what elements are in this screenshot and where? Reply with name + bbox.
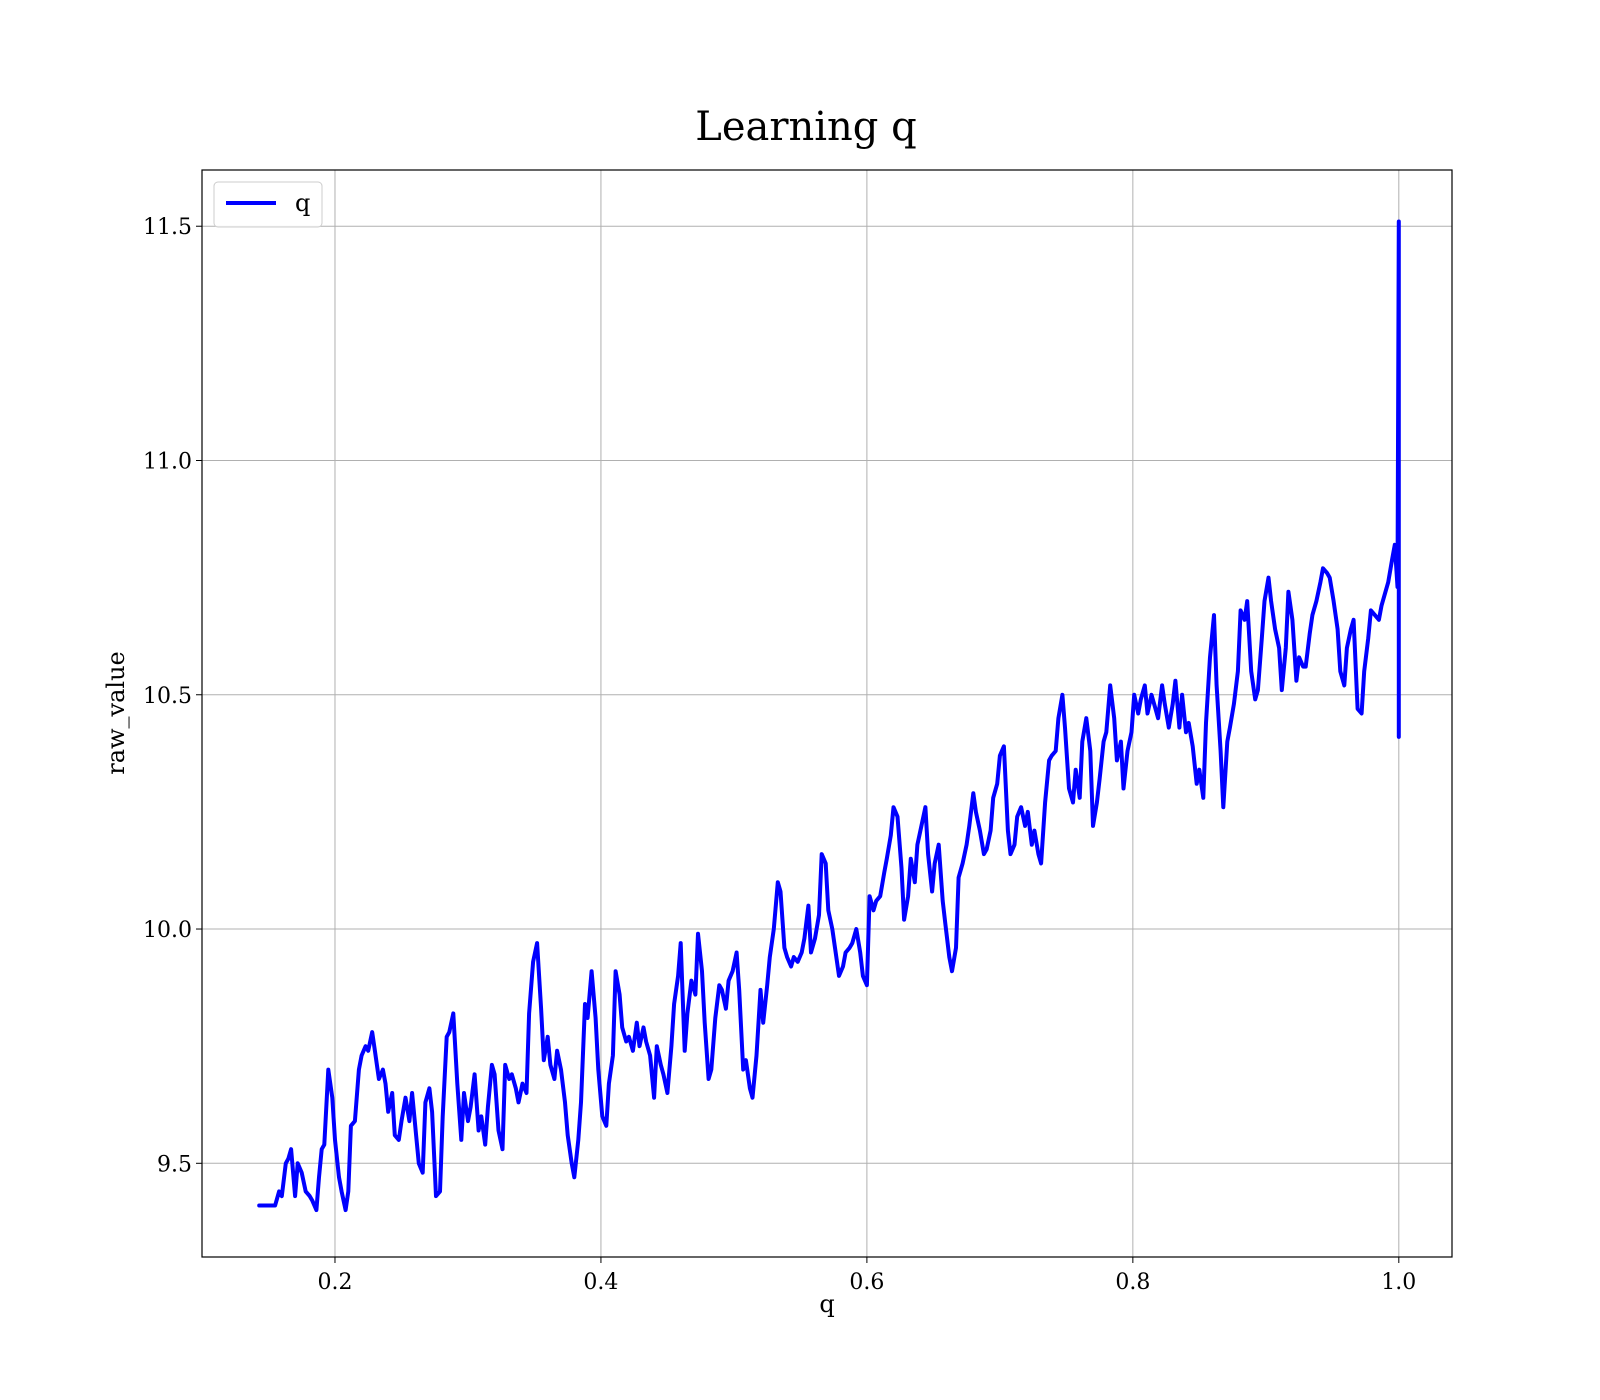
axis-ticks: 0.2 0.4 0.6 0.8 1.0 9.5 10.0 10.5 11.0 11.5 — [143, 215, 1416, 1295]
legend-label-q: q — [295, 189, 310, 217]
chart-title: Learning q — [695, 104, 916, 150]
x-tick-label: 0.4 — [583, 1270, 618, 1295]
series-line-q — [257, 219, 1401, 1213]
x-tick-label: 1.0 — [1381, 1270, 1416, 1295]
x-axis-label: q — [819, 1290, 834, 1318]
y-axis-label: raw_value — [102, 651, 130, 775]
legend: q — [213, 181, 323, 228]
x-tick-label: 0.6 — [849, 1270, 884, 1295]
plot-area-frame — [201, 169, 1453, 1258]
series-layer — [257, 219, 1401, 1213]
grid — [202, 170, 1452, 1257]
x-tick-label: 0.2 — [317, 1270, 352, 1295]
y-tick-label: 10.5 — [143, 684, 192, 709]
y-tick-label: 11.5 — [143, 215, 192, 240]
x-tick-label: 0.8 — [1115, 1270, 1150, 1295]
y-tick-label: 11.0 — [143, 449, 192, 474]
y-tick-label: 9.5 — [157, 1152, 192, 1177]
y-tick-label: 10.0 — [143, 918, 192, 943]
